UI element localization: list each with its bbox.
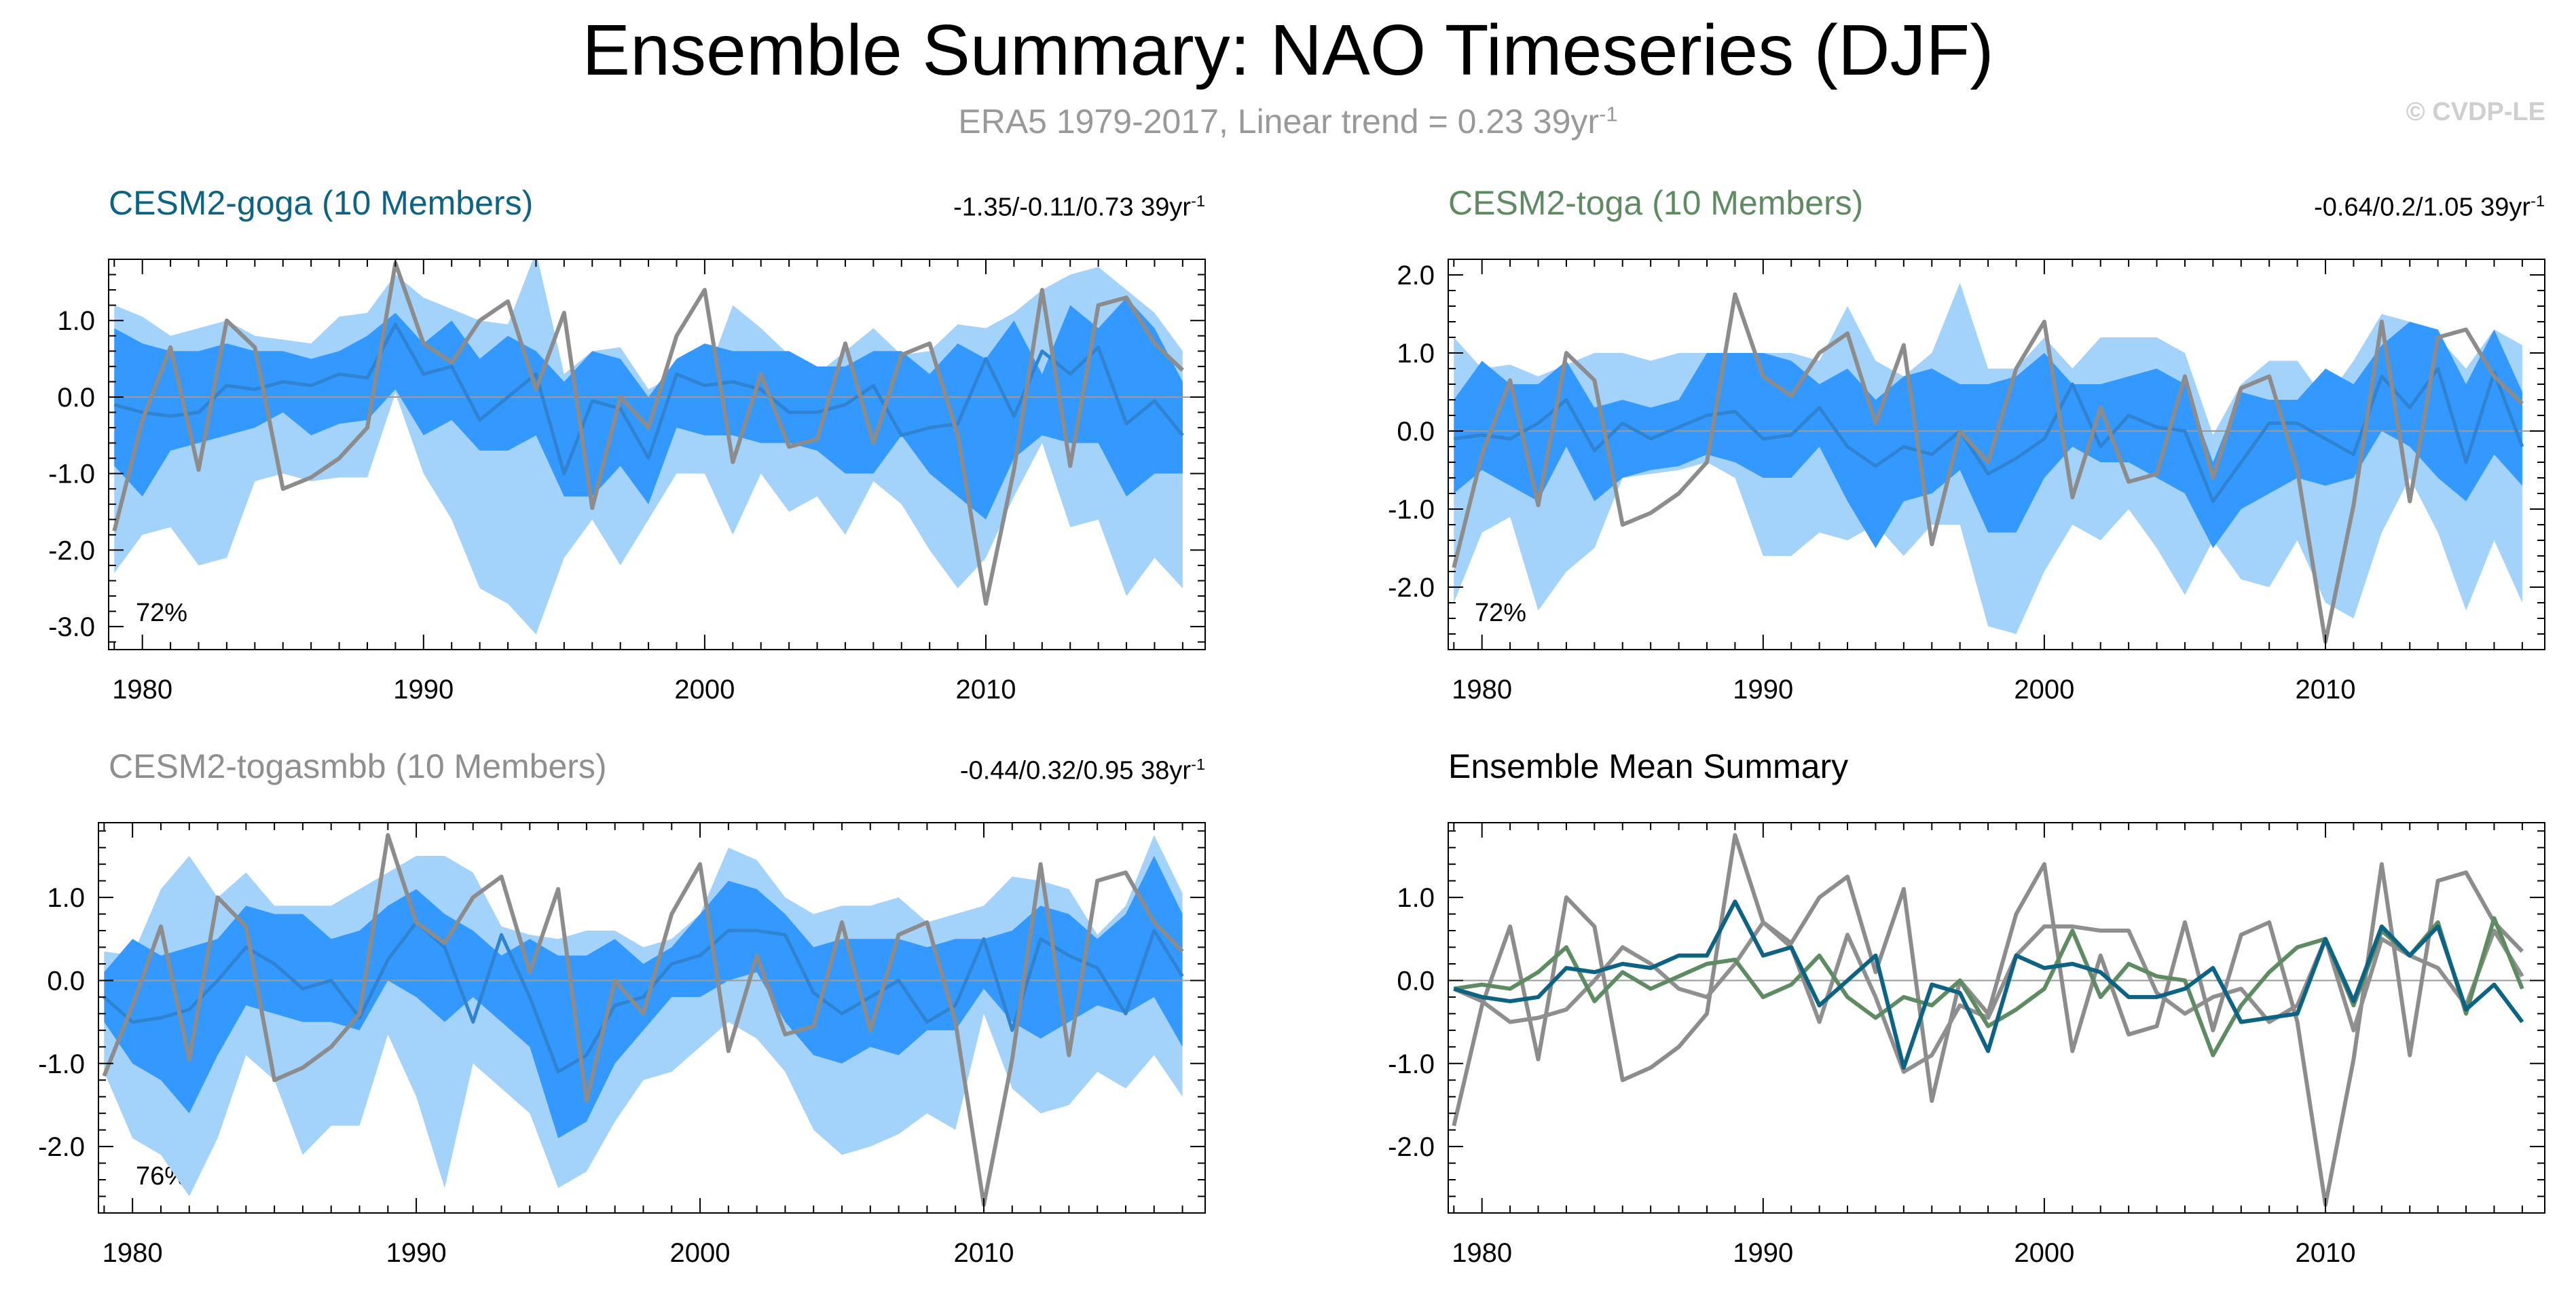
plot-frame xyxy=(108,259,1206,650)
y-tick-label: 1.0 xyxy=(47,883,85,913)
ensemble-mean-line xyxy=(113,322,1184,476)
y-tick-label: -1.0 xyxy=(1388,1049,1435,1079)
subtitle-text: ERA5 1979-2017, Linear trend = 0.23 39yr xyxy=(958,102,1600,141)
y-tick-label: 0.0 xyxy=(57,383,95,413)
panel-stat-togasmbb: -0.44/0.32/0.95 38yr-1 xyxy=(920,755,1205,786)
stat-unit-exponent: -1 xyxy=(1191,755,1205,773)
plot-area xyxy=(1448,833,2545,1207)
chart-panel-3: 1.0 0.0 -1.0 -2.0 1980 1990 2000 2010 xyxy=(38,822,1206,1268)
stat-text: -0.44/0.32/0.95 38yr xyxy=(959,756,1192,785)
x-tick-label: 2000 xyxy=(670,1238,731,1268)
y-tick-label: -2.0 xyxy=(38,1132,85,1162)
series-line-cesm2-goga xyxy=(1453,899,2524,1070)
x-tick-label: 2000 xyxy=(674,675,735,705)
y-tick-label: -2.0 xyxy=(1388,573,1435,603)
x-tick-label: 2010 xyxy=(2296,675,2356,705)
series-line-cesm2-togasmbb xyxy=(1453,920,2524,1075)
ensemble-mean-line xyxy=(1453,367,2524,503)
panel-stat-goga: -1.35/-0.11/0.73 39yr-1 xyxy=(920,192,1205,223)
y-tick-label: -2.0 xyxy=(48,536,95,565)
series-line-era5 xyxy=(1452,833,2524,1207)
x-tick-label: 1980 xyxy=(1452,1238,1512,1268)
panel-percent-toga: 72% xyxy=(1475,599,1527,627)
y-tick-label: 0.0 xyxy=(47,966,85,996)
chart-panel-2: 2.0 1.0 0.0 -1.0 -2.0 1980 1990 2000 2010 xyxy=(1388,259,2545,705)
panel-title-toga: CESM2-toga (10 Members) xyxy=(1448,184,1864,222)
stat-text: -0.64/0.2/1.05 39yr xyxy=(2314,193,2531,222)
x-tick-label: 2010 xyxy=(2296,1238,2356,1268)
y-tick-label: 2.0 xyxy=(1397,261,1435,291)
stat-text: -1.35/-0.11/0.73 39yr xyxy=(953,193,1192,222)
y-tick-label: 1.0 xyxy=(57,306,95,336)
page-title: Ensemble Summary: NAO Timeseries (DJF) xyxy=(582,10,1994,90)
chart-panel-1: 1.0 0.0 -1.0 -2.0 -3.0 1980 1990 2000 2010 xyxy=(48,259,1206,705)
x-tick-label: 2010 xyxy=(954,1238,1014,1268)
subtitle-unit-exponent: -1 xyxy=(1599,102,1618,126)
era5-observation-line xyxy=(112,261,1184,606)
y-tick-label: -1.0 xyxy=(38,1049,85,1079)
y-tick-label: -3.0 xyxy=(48,612,95,642)
panel-title-goga: CESM2-goga (10 Members) xyxy=(109,184,534,222)
x-tick-label: 2000 xyxy=(2014,675,2074,705)
plot-frame xyxy=(1448,822,2545,1214)
x-tick-label: 2000 xyxy=(2014,1238,2074,1268)
x-tick-label: 1980 xyxy=(103,1238,163,1268)
y-tick-label: 0.0 xyxy=(1397,966,1435,996)
y-tick-label: -2.0 xyxy=(1388,1132,1435,1162)
page-subtitle: ERA5 1979-2017, Linear trend = 0.23 39yr… xyxy=(0,102,2576,141)
x-tick-label: 2010 xyxy=(956,675,1016,705)
x-tick-label: 1990 xyxy=(393,675,454,705)
x-tick-label: 1990 xyxy=(1733,675,1793,705)
y-tick-label: 1.0 xyxy=(1397,339,1435,369)
era5-observation-line xyxy=(1452,292,2524,644)
chart-panel-4: 1.0 0.0 -1.0 -2.0 1980 1990 2000 2010 xyxy=(1388,822,2545,1268)
x-tick-label: 1980 xyxy=(1452,675,1512,705)
stat-unit-exponent: -1 xyxy=(2531,192,2545,210)
y-tick-label: -1.0 xyxy=(48,460,95,489)
plot-frame xyxy=(98,822,1206,1214)
plot-area xyxy=(1448,282,2545,644)
panel-stat-toga: -0.64/0.2/1.05 39yr-1 xyxy=(2260,192,2545,223)
y-tick-label: 1.0 xyxy=(1397,883,1435,913)
y-tick-label: 0.0 xyxy=(1397,417,1435,447)
panel-title-togasmbb: CESM2-togasmbb (10 Members) xyxy=(109,747,607,785)
ensemble-mean-line xyxy=(103,920,1184,1074)
plot-area xyxy=(109,259,1205,635)
era5-observation-line xyxy=(102,833,1184,1207)
plot-area xyxy=(98,833,1205,1207)
panel-percent-goga: 72% xyxy=(136,599,188,627)
x-tick-label: 1990 xyxy=(1733,1238,1793,1268)
panel-title-ensemble-mean: Ensemble Mean Summary xyxy=(1448,747,1849,785)
plot-frame xyxy=(1448,259,2545,650)
x-tick-label: 1990 xyxy=(386,1238,447,1268)
copyright-label: © CVDP-LE xyxy=(2406,98,2545,126)
stat-unit-exponent: -1 xyxy=(1191,192,1205,210)
x-tick-label: 1980 xyxy=(112,675,172,705)
y-tick-label: -1.0 xyxy=(1388,495,1435,525)
